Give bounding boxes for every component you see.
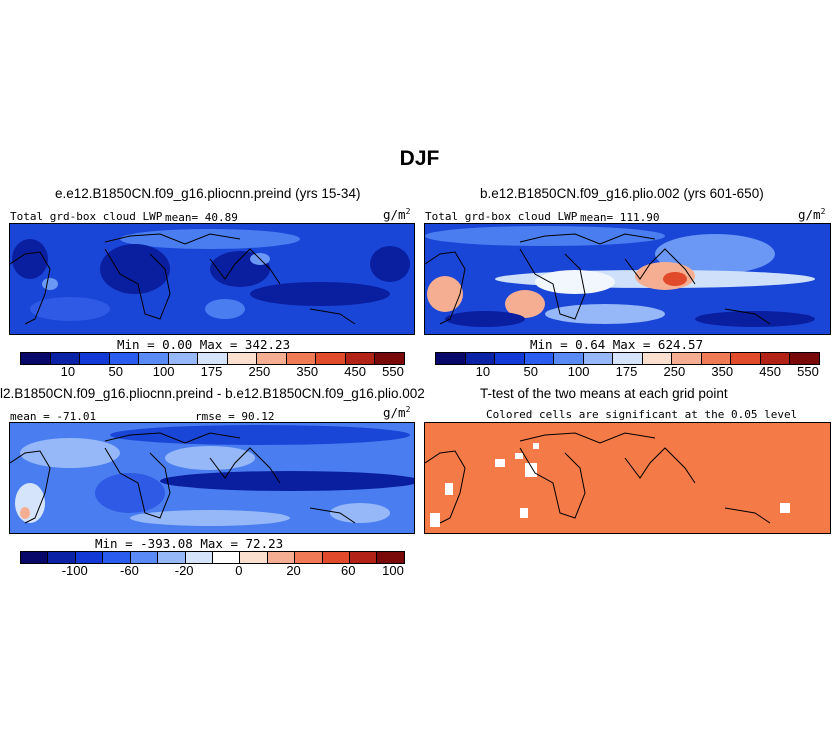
panel2-colorbar-ticks: 10 50 100 175 250 350 450 550 [435,364,819,380]
panel2-map [424,223,831,335]
colorbar-swatch [267,552,296,563]
colorbar-swatch [760,353,791,364]
panel3-rmse: rmse = 90.12 [195,410,275,423]
colorbar-tick-label: 250 [663,364,686,379]
colorbar-swatch [701,353,732,364]
colorbar-swatch [109,353,140,364]
colorbar-tick-label: 250 [248,364,271,379]
colorbar-tick-label: 60 [341,563,356,578]
colorbar-swatch [583,353,614,364]
panel3-colorbar [20,551,405,564]
panel1-colorbar-ticks: 10 50 100 175 250 350 450 550 [20,364,404,380]
colorbar-swatch [554,353,584,364]
panel1-units: g/m2 [383,207,411,223]
colorbar-swatch [672,353,702,364]
colorbar-tick-label: 450 [344,364,366,379]
panel3-mean: mean = -71.01 [10,410,97,423]
colorbar-tick-label: -60 [120,563,139,578]
panel3-colorbar-ticks: -100 -60 -20 0 20 60 100 [20,563,404,579]
panel3-units: g/m2 [383,405,411,421]
colorbar-tick-label: 100 [567,364,590,379]
colorbar-swatch [158,552,186,563]
colorbar-swatch [168,353,199,364]
colorbar-swatch [130,552,159,563]
colorbar-swatch [495,353,525,364]
colorbar-swatch [790,353,819,364]
colorbar-swatch [465,353,496,364]
colorbar-tick-label: 0 [235,563,243,578]
colorbar-swatch [286,353,317,364]
colorbar-swatch [436,353,466,364]
panel3-minmax: Min = -393.08 Max = 72.23 [95,536,284,551]
colorbar-swatch [75,552,104,563]
colorbar-swatch [350,552,378,563]
colorbar-swatch [613,353,643,364]
panel3-title: l2.B1850CN.f09_g16.pliocnn.preind - b.e1… [0,386,425,401]
colorbar-tick-label: 100 [152,364,175,379]
colorbar-tick-label: 350 [711,364,734,379]
colorbar-swatch [240,552,268,563]
colorbar-tick-label: 350 [296,364,319,379]
panel2-minmax: Min = 0.64 Max = 624.57 [530,337,704,352]
panel1-colorbar [20,352,405,365]
colorbar-swatch [227,353,258,364]
colorbar-swatch [139,353,169,364]
colorbar-tick-label: 550 [797,364,819,379]
panel2-mean: mean= 111.90 [580,211,660,224]
colorbar-tick-label: 10 [60,364,76,379]
colorbar-swatch [322,552,351,563]
colorbar-swatch [257,353,287,364]
colorbar-swatch [50,353,81,364]
panel1-minmax: Min = 0.00 Max = 342.23 [117,337,291,352]
colorbar-tick-label: 175 [200,364,223,379]
panel2-units: g/m2 [798,207,826,223]
colorbar-tick-label: 550 [382,364,404,379]
colorbar-tick-label: 50 [108,364,123,379]
colorbar-tick-label: 50 [523,364,538,379]
colorbar-swatch [21,552,49,563]
panel4-title: T-test of the two means at each grid poi… [480,386,728,401]
colorbar-swatch [375,353,404,364]
colorbar-swatch [731,353,761,364]
colorbar-swatch [642,353,673,364]
panel2-title: b.e12.B1850CN.f09_g16.plio.002 (yrs 601-… [480,186,764,201]
colorbar-tick-label: 175 [615,364,638,379]
colorbar-swatch [21,353,51,364]
page-title: DJF [399,147,440,170]
colorbar-swatch [198,353,228,364]
panel3-map [9,422,415,534]
panel4-map [424,422,831,534]
colorbar-swatch [103,552,131,563]
colorbar-tick-label: 10 [475,364,491,379]
panel2-variable-label: Total grd-box cloud LWP [425,210,578,223]
colorbar-swatch [316,353,346,364]
colorbar-tick-label: 450 [759,364,781,379]
panel4-subtitle: Colored cells are significant at the 0.0… [486,408,798,421]
colorbar-tick-label: -20 [174,563,194,578]
colorbar-swatch [524,353,555,364]
colorbar-swatch [345,353,376,364]
colorbar-tick-label: 100 [382,563,404,578]
colorbar-swatch [80,353,110,364]
panel2-colorbar [435,352,820,365]
colorbar-tick-label: -100 [61,563,88,578]
colorbar-swatch [48,552,76,563]
colorbar-swatch [185,552,213,563]
panel1-title: e.e12.B1850CN.f09_g16.pliocnn.preind (yr… [55,186,361,201]
panel1-mean: mean= 40.89 [165,211,238,224]
colorbar-swatch [212,552,241,563]
colorbar-tick-label: 20 [286,563,301,578]
colorbar-swatch [295,552,323,563]
colorbar-swatch [377,552,404,563]
panel1-variable-label: Total grd-box cloud LWP [10,210,163,223]
panel1-map [9,223,415,335]
